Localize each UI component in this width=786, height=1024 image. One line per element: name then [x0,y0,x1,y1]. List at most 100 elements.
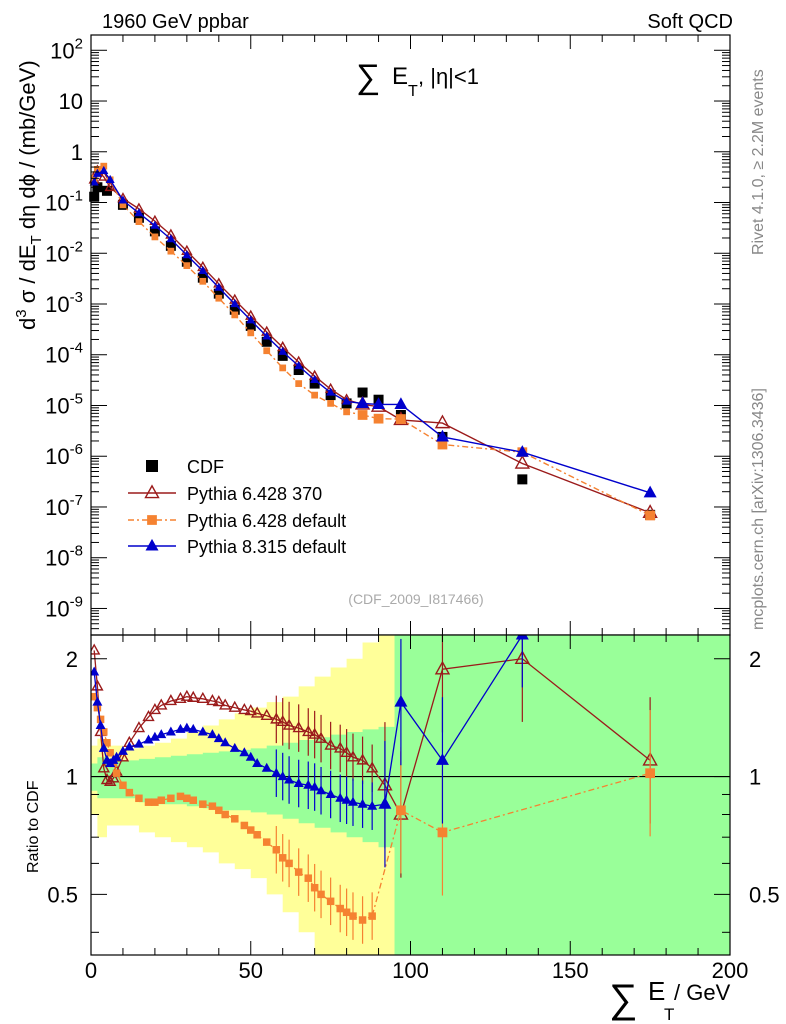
ratio-point-p6_default [189,796,197,804]
ratio-point-p8 [252,757,263,767]
ratio-point-p6_default [437,827,448,838]
ratio-point-p6_default [317,890,325,899]
ratio-point-p6_370 [346,750,360,762]
main-y-tick-label: 10-1 [45,188,83,216]
ratio-point-p8 [367,800,378,810]
main-y-tick-label: 10-9 [45,593,83,621]
main-point-p6_370 [434,414,451,429]
main-point-p8 [310,374,320,384]
main-point-p8 [356,396,370,408]
legend-label-p8: Pythia 8.315 default [187,537,346,557]
legend-label-p6_370: Pythia 6.428 370 [187,484,322,504]
ratio-point-p8 [91,666,100,676]
ratio-point-p6_370 [238,702,251,715]
ratio-point-p6_370 [365,761,379,773]
main-point-p6_default [327,400,334,407]
main-point-p8 [435,429,449,442]
main-point-cdf [309,378,320,389]
main-point-p6_default [119,201,127,209]
ratio-point-p8 [316,785,327,795]
x-axis-label-sum-symbol: ∑ [609,977,638,1021]
ratio-point-p8 [197,726,208,736]
ratio-y-tick-label: 2 [66,647,78,672]
legend-label-cdf: CDF [187,457,224,477]
main-point-p6_default [231,311,239,319]
legend-marker-p6_default [147,515,157,525]
main-point-p6_370 [104,180,116,192]
ratio-point-p6_370 [206,694,219,706]
main-point-p8 [105,174,115,183]
ratio-point-p6_default [91,692,98,701]
ratio-point-p6_default [119,781,127,790]
x-tick-label: 150 [552,958,589,983]
ratio-point-p6_370 [91,643,101,655]
ratio-point-p6_370 [270,712,283,724]
ratio-point-p6_default [336,904,344,913]
ratio-point-p8 [124,741,135,751]
ratio-point-p6_370 [314,731,328,743]
main-y-axis-label-end: dη dϕ / (mb/GeV) [15,60,40,235]
main-point-p6_default [183,262,191,270]
ratio-point-p6_default [151,798,159,806]
ratio-point-p6_370 [340,745,353,758]
main-y-tick-label: 10-8 [45,543,83,571]
ratio-point-p6_default [125,788,134,797]
ratio-point-p6_default [368,912,376,920]
main-title-eta-cut: , |η|<1 [418,64,479,89]
ratio-point-p6_default [326,897,335,906]
ratio-series-p6_default [91,692,655,944]
main-point-p8 [246,315,256,324]
main-point-p6_default [215,294,223,302]
analysis-tag: (CDF_2009_I817466) [348,591,483,607]
main-series-p6_default [90,162,655,521]
ratio-point-p6_default [304,874,313,882]
main-y-axis-label: d3 σ / dET dη dϕ / (mb/GeV) [13,60,45,330]
ratio-point-p8 [293,778,304,788]
ratio-point-p6_default [294,868,303,876]
main-point-p6_default [437,439,448,450]
ratio-point-p6_370 [334,741,347,753]
ratio-point-p8 [165,726,176,736]
x-axis-label-e: E [648,976,665,1006]
ratio-point-p6_default [645,768,655,779]
ratio-point-p6_default [221,810,229,819]
legend-marker-cdf [146,460,158,472]
main-point-p6_default [396,414,406,424]
main-point-cdf [197,272,208,283]
main-point-cdf [357,387,368,398]
main-series-cdf [89,182,656,520]
ratio-point-p8 [284,774,295,784]
ratio-point-p8 [394,694,408,707]
ratio-point-p8 [111,751,122,761]
ratio-point-p6_370 [244,704,257,716]
main-point-cdf [89,191,100,202]
ratio-point-p6_default [278,854,287,862]
legend-label-p6_default: Pythia 6.428 default [187,511,346,531]
main-panel-axes: 10-9 10-8 10-7 10-6 10-5 10-4 10-3 10-2 10-1 1 10 1… [45,34,731,636]
main-y-axis-label-sub: T [28,235,45,244]
ratio-y-tick-label-right: 0.5 [749,882,780,907]
main-point-p8 [89,177,99,186]
main-point-p6_default [151,233,159,241]
ratio-point-p6_370 [356,753,369,765]
ratio-point-p8 [156,729,167,739]
ratio-point-p6_default [144,798,153,806]
ratio-point-p6_370 [219,698,232,710]
main-point-p8 [278,346,288,355]
ratio-point-p6_370 [132,721,146,733]
main-point-p8 [230,299,240,308]
x-tick-label: 0 [85,958,97,983]
ratio-point-p8 [213,733,224,743]
ratio-point-p6_370 [91,679,104,691]
main-y-tick-label: 10-4 [45,340,83,368]
main-point-p6_default [373,413,384,424]
ratio-series-p6_370 [91,635,658,878]
ratio-point-p6_default [285,859,293,868]
ratio-point-p8 [435,753,449,765]
main-point-p6_370 [98,170,110,181]
ratio-y-tick-label: 1 [66,765,78,790]
main-point-p8 [643,485,657,498]
main-y-tick-label: 10-5 [45,390,83,418]
ratio-point-p8 [239,747,250,757]
ratio-point-p6_default [215,806,223,815]
